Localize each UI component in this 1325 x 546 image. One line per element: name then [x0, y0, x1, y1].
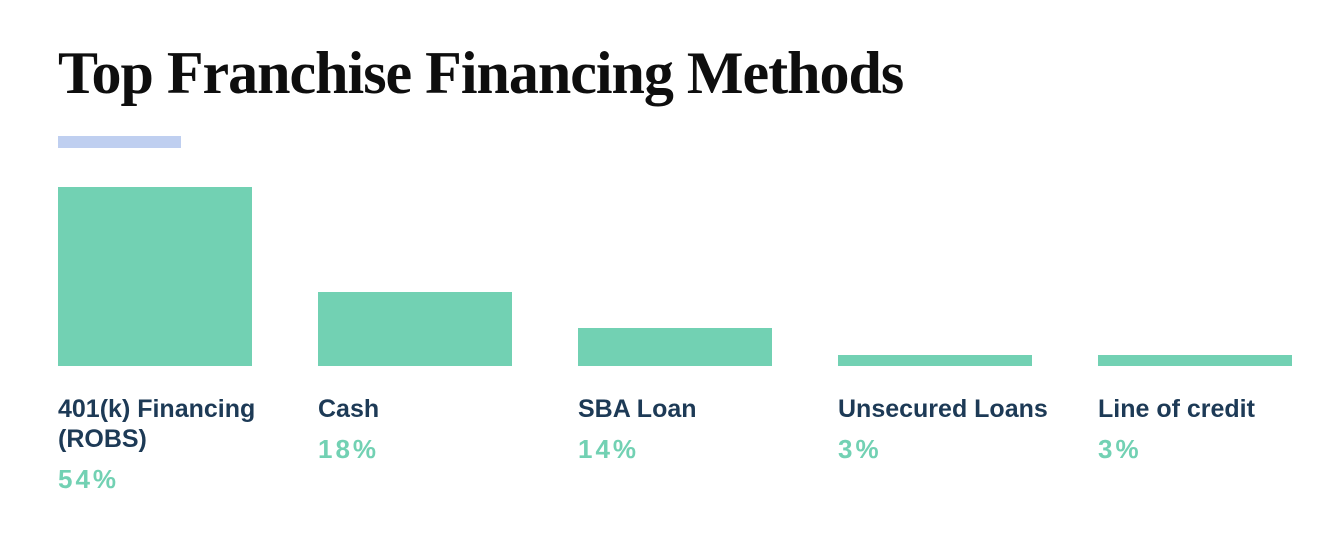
bar-value-label: 3%	[838, 434, 882, 464]
bar-value-label: 54%	[58, 464, 120, 494]
bar-401k-financing	[58, 187, 252, 366]
bar-category-label: SBA Loan	[578, 395, 697, 423]
bar-column-401k-financing: 401(k) Financing (ROBS) 54%	[58, 186, 255, 494]
bar-cash	[318, 292, 512, 366]
bar-column-cash: Cash 18%	[318, 186, 512, 493]
bar-column-unsecured-loans: Unsecured Loans 3%	[838, 186, 1048, 493]
bar-column-line-of-credit: Line of credit 3%	[1098, 186, 1292, 493]
bar-value-label: 3%	[1098, 434, 1142, 464]
bar-value-label: 18%	[318, 434, 380, 464]
bar-line-of-credit	[1098, 355, 1292, 366]
bar-category-label: Cash	[318, 395, 380, 423]
page-title: Top Franchise Financing Methods	[58, 40, 904, 106]
bar-unsecured-loans	[838, 355, 1032, 366]
bar-chart: 401(k) Financing (ROBS) 54% Cash 18% SBA…	[58, 186, 1292, 493]
bar-category-label: Line of credit	[1098, 395, 1255, 423]
bar-column-sba-loan: SBA Loan 14%	[578, 186, 772, 493]
bar-value-label: 14%	[578, 434, 640, 464]
bar-category-label: 401(k) Financing (ROBS)	[58, 395, 256, 453]
bar-sba-loan	[578, 328, 772, 366]
title-accent-underline	[58, 136, 181, 148]
bar-category-label: Unsecured Loans	[838, 395, 1048, 423]
